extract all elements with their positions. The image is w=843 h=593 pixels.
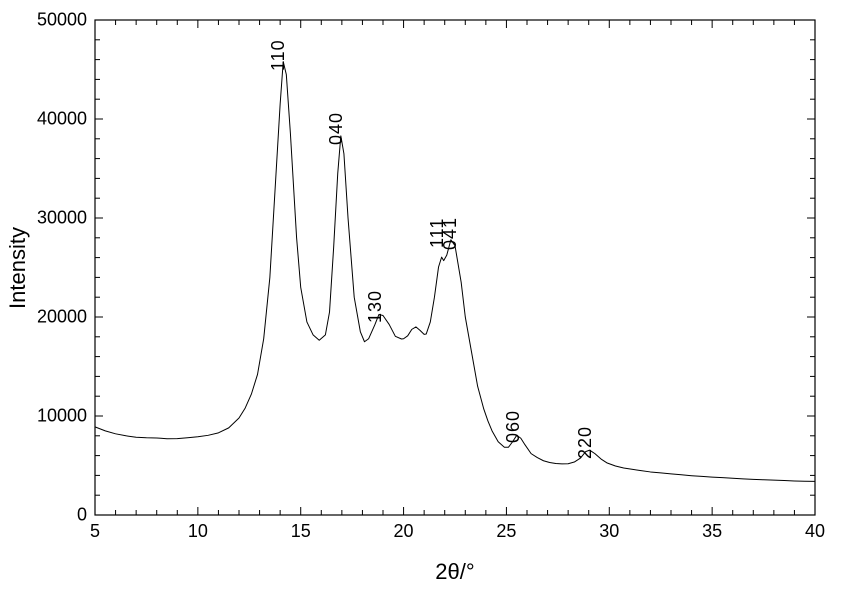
y-tick-label: 0 [77, 505, 87, 526]
x-tick-label: 15 [291, 521, 311, 542]
peak-label: 060 [503, 410, 524, 443]
peak-label: 040 [326, 112, 347, 145]
xrd-chart: Intensity 2θ/° 5 10 15 20 25 30 35 40 0 10000 2000… [0, 0, 843, 593]
plot-svg [0, 0, 843, 593]
y-tick-label: 30000 [37, 208, 87, 229]
x-tick-label: 5 [90, 521, 100, 542]
y-tick-label: 50000 [37, 10, 87, 31]
peak-label: 130 [365, 290, 386, 323]
x-tick-label: 30 [599, 521, 619, 542]
x-tick-label: 35 [702, 521, 722, 542]
x-axis-label: 2θ/° [435, 559, 474, 585]
y-tick-label: 20000 [37, 307, 87, 328]
y-tick-label: 10000 [37, 406, 87, 427]
x-tick-label: 40 [805, 521, 825, 542]
peak-label: 110 [268, 39, 289, 71]
x-tick-label: 10 [188, 521, 208, 542]
y-axis-label: Intensity [5, 227, 31, 309]
peak-label: 041 [440, 217, 461, 250]
x-tick-label: 25 [496, 521, 516, 542]
peak-label: 220 [575, 426, 596, 459]
y-tick-label: 40000 [37, 109, 87, 130]
x-tick-label: 20 [394, 521, 414, 542]
